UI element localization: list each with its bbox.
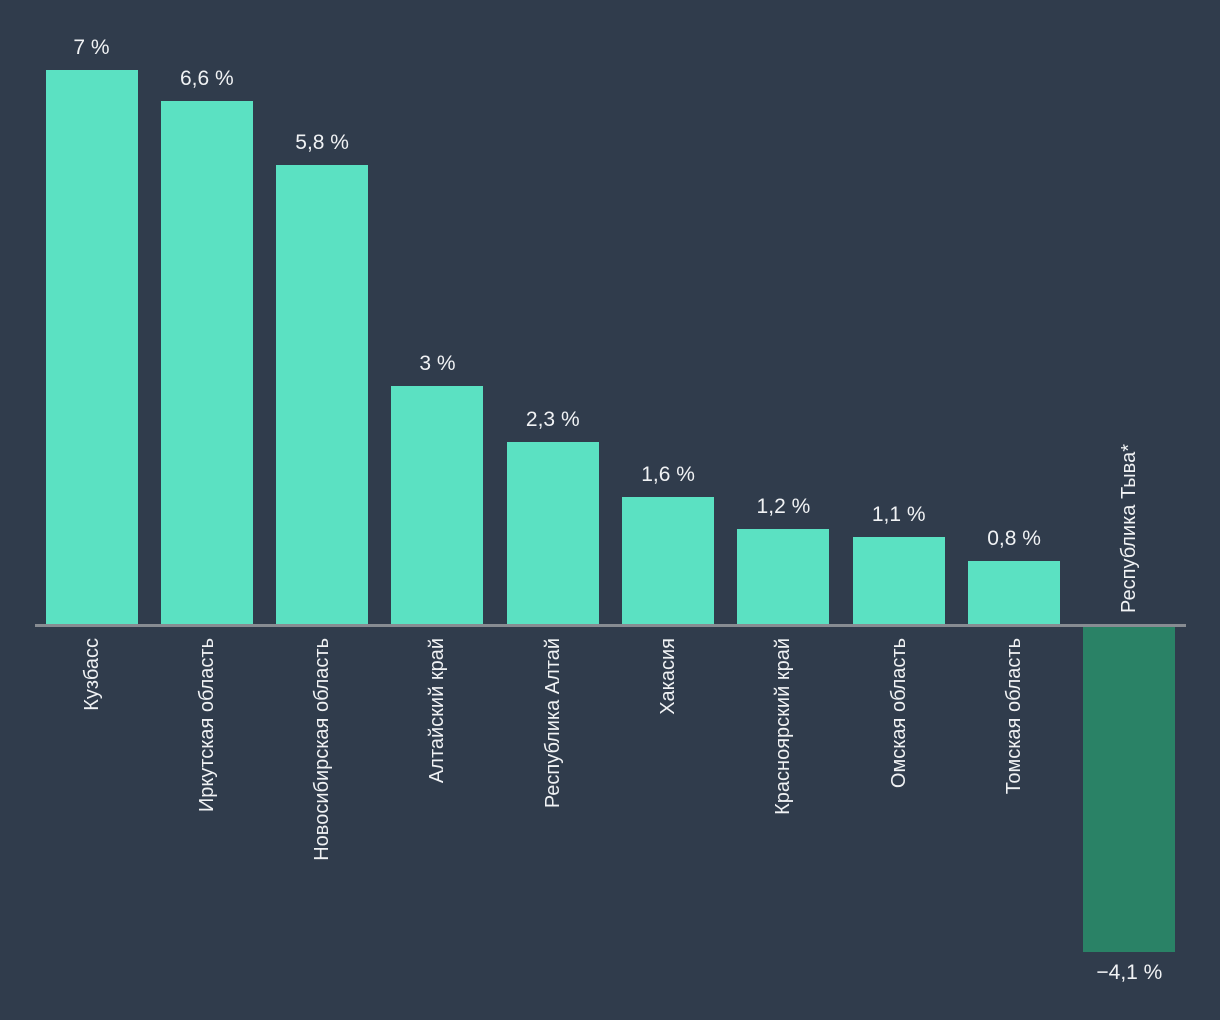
bar-category-label: Красноярский край <box>772 638 795 815</box>
bar-category-label: Республика Тыва* <box>1118 444 1141 613</box>
bar-category-label: Иркутская область <box>195 638 218 813</box>
bar-value-label: 3 % <box>419 352 456 376</box>
bar <box>160 101 253 624</box>
bar <box>622 497 715 624</box>
bar <box>45 69 138 624</box>
bar-value-label: −4,1 % <box>1096 960 1163 984</box>
bar-value-label: 5,8 % <box>295 130 349 154</box>
bar <box>276 164 369 624</box>
bar-category-label: Новосибирская область <box>311 638 334 861</box>
bar <box>737 528 830 624</box>
bar-category-label: Томская область <box>1003 638 1026 795</box>
bar <box>1083 627 1176 952</box>
bar-value-label: 1,6 % <box>641 463 695 487</box>
bar <box>968 560 1061 624</box>
bar-category-label: Кузбасс <box>80 638 103 711</box>
bar-category-label: Хакасия <box>657 638 680 715</box>
bar-value-label: 1,2 % <box>756 494 811 518</box>
bar-value-label: 7 % <box>73 35 110 59</box>
bar-category-label: Омская область <box>887 638 910 789</box>
bar <box>852 536 945 624</box>
bar-category-label: Республика Алтай <box>541 638 564 809</box>
bar <box>506 441 599 624</box>
bar-value-label: 1,1 % <box>871 502 926 526</box>
bar <box>391 386 484 624</box>
x-axis-line <box>35 624 1186 627</box>
bar-value-label: 0,8 % <box>987 526 1041 550</box>
bar-value-label: 2,3 % <box>525 407 580 431</box>
bar-value-label: 6,6 % <box>179 67 234 91</box>
bar-category-label: Алтайский край <box>426 638 449 784</box>
